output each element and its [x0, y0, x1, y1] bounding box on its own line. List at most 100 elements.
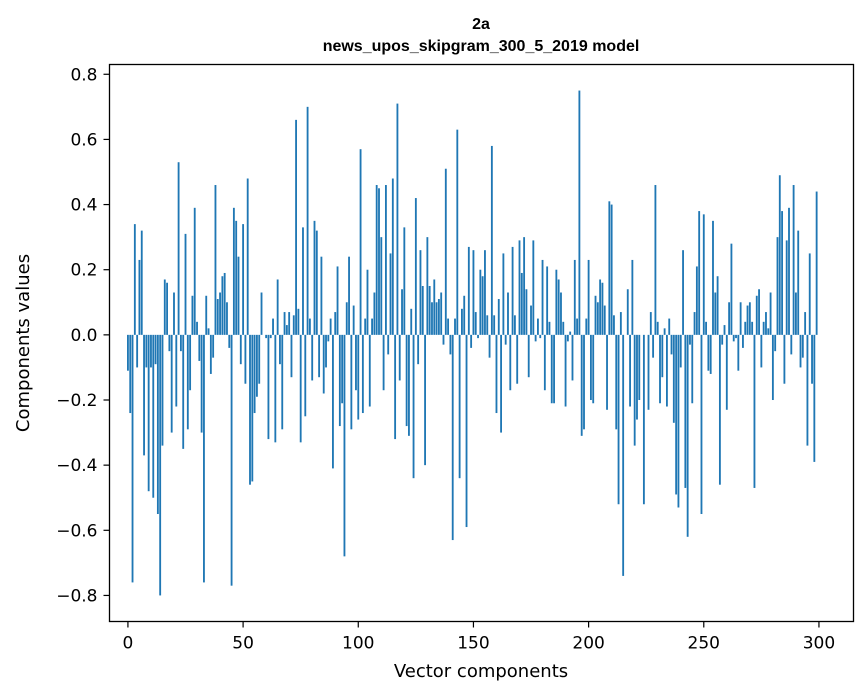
bar: [695, 266, 698, 335]
bar: [440, 292, 443, 335]
bar: [735, 334, 737, 339]
bar: [182, 334, 185, 449]
bar: [175, 334, 178, 407]
bar: [553, 334, 555, 404]
x-tick-label: 300: [803, 634, 835, 654]
bar: [327, 334, 330, 342]
bar: [253, 334, 256, 414]
bar: [442, 334, 445, 345]
bar: [401, 289, 403, 335]
bar: [739, 302, 742, 335]
bar: [615, 334, 618, 430]
bar: [797, 230, 800, 335]
bar: [414, 198, 417, 335]
bar: [216, 299, 219, 335]
bar: [728, 302, 731, 335]
bar: [751, 321, 754, 335]
y-tick-label: −0.2: [56, 391, 97, 411]
bar: [774, 334, 777, 352]
bar: [355, 334, 357, 391]
bar: [543, 334, 546, 391]
x-tick-label: 200: [572, 634, 604, 654]
bar: [652, 334, 655, 358]
bar: [308, 318, 311, 335]
bar: [435, 302, 438, 335]
bar: [306, 106, 309, 335]
bar: [566, 334, 569, 342]
bar: [189, 334, 192, 391]
bar: [746, 305, 749, 335]
bar: [507, 292, 509, 335]
bar: [527, 334, 530, 378]
bar: [299, 334, 302, 443]
bar: [560, 292, 562, 335]
x-tick-label: 150: [457, 634, 489, 654]
bar: [474, 312, 477, 335]
bar: [792, 185, 795, 335]
bar: [431, 302, 433, 335]
bar: [290, 334, 293, 378]
bar: [684, 334, 687, 488]
bar: [334, 312, 337, 335]
bar: [256, 334, 258, 397]
bar: [668, 318, 671, 335]
bar: [267, 334, 270, 440]
bar: [672, 334, 675, 423]
bar: [569, 331, 572, 335]
bar: [191, 295, 194, 335]
y-tick-label: 0.6: [70, 130, 97, 150]
bar: [601, 282, 604, 335]
bar: [594, 295, 597, 335]
bar: [647, 334, 650, 410]
x-tick-label: 250: [688, 634, 720, 654]
bar: [147, 334, 150, 492]
bar: [281, 334, 284, 430]
bar: [357, 334, 360, 420]
bar: [730, 243, 733, 335]
bar: [198, 334, 201, 361]
bar: [179, 334, 182, 352]
bar: [410, 308, 413, 335]
bar: [744, 321, 747, 335]
bar: [550, 334, 553, 404]
bar: [228, 334, 231, 348]
bar: [292, 315, 295, 335]
bar: [408, 334, 410, 436]
bar: [654, 185, 657, 335]
bar: [691, 334, 694, 404]
bar: [781, 211, 784, 335]
bar: [456, 129, 459, 335]
bar: [663, 328, 666, 335]
bar: [186, 334, 189, 430]
bar: [486, 315, 489, 335]
bar: [626, 289, 629, 335]
bar: [580, 334, 583, 436]
bar: [166, 282, 168, 335]
bar: [712, 220, 714, 335]
bar: [638, 334, 641, 401]
bar: [332, 334, 334, 469]
bar: [396, 103, 399, 335]
bar: [737, 334, 740, 371]
bar: [246, 178, 249, 335]
bar: [249, 334, 251, 485]
bar: [520, 272, 523, 335]
bar: [502, 253, 505, 335]
bar: [484, 250, 486, 335]
bar: [714, 292, 717, 335]
bar: [405, 334, 408, 427]
bar: [366, 269, 369, 335]
bar: [444, 168, 447, 335]
bar: [755, 295, 758, 335]
bar: [237, 256, 240, 335]
bar: [338, 334, 341, 427]
bar: [168, 334, 171, 352]
bar: [458, 334, 461, 479]
bar: [352, 305, 355, 335]
bar: [398, 334, 401, 381]
y-tick-label: −0.8: [56, 586, 97, 606]
bar: [161, 334, 164, 446]
bar: [804, 312, 807, 335]
bar: [320, 256, 323, 335]
bar: [193, 207, 196, 335]
